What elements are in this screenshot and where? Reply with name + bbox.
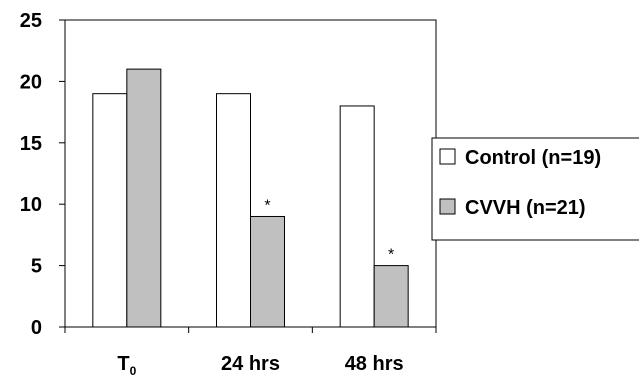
legend-swatch	[439, 148, 456, 165]
y-tick-label: 10	[20, 194, 42, 216]
bar	[373, 265, 409, 328]
legend-swatch	[439, 198, 456, 215]
bar	[250, 215, 285, 328]
y-tick-label: 5	[31, 256, 42, 278]
y-tick-label: 25	[20, 10, 42, 32]
y-tick-label: 0	[31, 317, 42, 339]
y-tick-label: 15	[20, 133, 42, 155]
x-axis: T0 24 hrs 48 hrs	[64, 327, 437, 377]
legend-box	[431, 137, 639, 241]
legend-label: CVVH (n=21)	[465, 197, 586, 219]
legend-label: Control (n=19)	[465, 147, 601, 169]
legend: Control (n=19) CVVH (n=21)	[431, 137, 639, 241]
bars: **	[92, 68, 409, 328]
x-tick-label: 24 hrs	[221, 353, 280, 375]
bar	[92, 93, 128, 328]
y-axis: 0 5 10 15 20 25	[20, 10, 65, 339]
significance-marker: *	[264, 197, 270, 214]
bar	[126, 68, 162, 328]
bar	[339, 105, 375, 328]
bar	[216, 93, 251, 328]
significance-marker: *	[388, 247, 394, 264]
y-tick-label: 20	[20, 71, 42, 93]
x-tick-label: T0	[117, 353, 136, 377]
x-tick-label: 48 hrs	[345, 353, 404, 375]
